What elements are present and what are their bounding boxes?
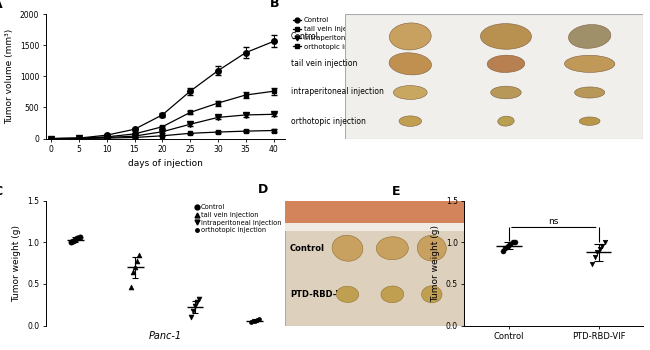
- Point: [600, 240, 610, 245]
- Ellipse shape: [417, 236, 447, 261]
- Point: [252, 317, 262, 322]
- Point: [590, 254, 600, 260]
- Y-axis label: Tumor weight (g): Tumor weight (g): [12, 225, 21, 302]
- Text: Control: Control: [290, 244, 325, 253]
- Point: [500, 245, 510, 251]
- Ellipse shape: [376, 237, 408, 260]
- Point: [130, 265, 140, 270]
- Ellipse shape: [393, 85, 427, 99]
- Point: [592, 250, 603, 255]
- Text: PTD-RBD-VIF: PTD-RBD-VIF: [290, 290, 351, 299]
- Ellipse shape: [381, 286, 404, 303]
- Point: [595, 246, 605, 252]
- Ellipse shape: [336, 286, 359, 302]
- X-axis label: Panc-1: Panc-1: [149, 331, 181, 341]
- Ellipse shape: [569, 25, 611, 48]
- Legend: Control, tail vein injection, intraperitoneal injection, orthotopic injection: Control, tail vein injection, intraperit…: [196, 204, 281, 233]
- Legend: Control, tail vein injection, intraperitoneal injection, orthotopic injection: Control, tail vein injection, intraperit…: [293, 18, 388, 50]
- Point: [126, 285, 136, 290]
- Point: [128, 269, 138, 274]
- Point: [505, 241, 515, 247]
- Ellipse shape: [422, 286, 442, 303]
- Point: [254, 316, 264, 322]
- Point: [250, 318, 260, 323]
- Text: intraperitoneal injection: intraperitoneal injection: [291, 87, 384, 96]
- Text: A: A: [0, 0, 3, 11]
- Ellipse shape: [491, 86, 521, 99]
- Point: [74, 234, 85, 240]
- Point: [188, 308, 198, 313]
- Point: [70, 237, 81, 243]
- Text: ns: ns: [549, 217, 559, 226]
- Ellipse shape: [480, 23, 532, 49]
- Text: E: E: [393, 185, 401, 198]
- Text: orthotopic injection: orthotopic injection: [291, 117, 365, 126]
- Point: [190, 303, 200, 309]
- Text: D: D: [258, 183, 268, 196]
- Ellipse shape: [389, 53, 432, 75]
- Point: [497, 248, 508, 253]
- Point: [132, 258, 142, 264]
- Ellipse shape: [579, 117, 600, 125]
- X-axis label: days of injection: days of injection: [127, 159, 203, 168]
- Ellipse shape: [575, 87, 604, 98]
- Y-axis label: Tumor weight (g): Tumor weight (g): [431, 225, 440, 302]
- Text: C: C: [0, 185, 2, 198]
- Point: [508, 240, 518, 245]
- Point: [134, 252, 144, 258]
- Point: [194, 296, 204, 302]
- Text: tail vein injection: tail vein injection: [291, 60, 357, 68]
- Ellipse shape: [498, 116, 514, 126]
- Point: [248, 318, 258, 324]
- Point: [72, 236, 83, 241]
- Y-axis label: Tumor volume (mm³): Tumor volume (mm³): [5, 29, 14, 124]
- Bar: [285, 223, 464, 231]
- Point: [66, 240, 77, 245]
- Point: [510, 239, 521, 244]
- Point: [186, 314, 196, 320]
- Point: [192, 300, 202, 305]
- Ellipse shape: [332, 235, 363, 261]
- Text: B: B: [270, 0, 280, 9]
- Bar: [285, 201, 464, 223]
- Text: Control: Control: [291, 32, 318, 41]
- Ellipse shape: [564, 55, 615, 72]
- Point: [597, 243, 608, 248]
- Point: [502, 243, 513, 248]
- Point: [246, 320, 256, 325]
- Point: [587, 261, 597, 267]
- Ellipse shape: [399, 116, 422, 126]
- Point: [68, 238, 79, 244]
- Ellipse shape: [487, 55, 525, 72]
- Ellipse shape: [389, 23, 431, 50]
